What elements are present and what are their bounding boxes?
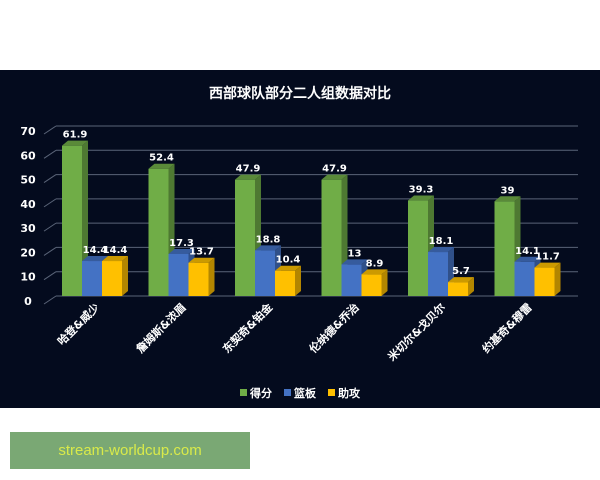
bar-篮板 — [514, 261, 535, 296]
data-label: 8.9 — [366, 258, 384, 269]
y-tick-label: 60 — [20, 149, 36, 162]
bar-篮板 — [255, 250, 275, 296]
bar-side — [122, 256, 128, 296]
bar-得分 — [408, 200, 428, 296]
gridline-diagonal — [43, 149, 57, 159]
bar-助攻 — [188, 262, 209, 296]
legend-swatch — [328, 389, 335, 396]
bar-top — [408, 195, 434, 201]
data-label: 47.9 — [236, 164, 261, 175]
data-label: 5.7 — [452, 266, 470, 277]
bar-side — [295, 265, 301, 296]
bar-助攻 — [361, 274, 382, 296]
bar-篮板 — [428, 252, 448, 296]
bar-得分 — [235, 179, 255, 296]
y-tick-label: 50 — [20, 174, 36, 187]
gridline-diagonal — [43, 174, 57, 183]
gridline-diagonal — [43, 125, 57, 135]
x-tick-label: 米切尔&戈贝尔 — [384, 300, 448, 364]
bar-助攻 — [448, 282, 468, 296]
bar-top — [148, 163, 175, 169]
x-tick-label: 东契奇&铂金 — [220, 300, 276, 356]
x-tick-label: 伦纳德&乔治 — [306, 300, 362, 356]
y-tick-label: 30 — [20, 222, 36, 235]
bar-top — [235, 174, 261, 180]
bar-top — [255, 245, 281, 251]
bar-top — [361, 269, 388, 275]
gridline-diagonal — [43, 247, 57, 256]
bar-top — [102, 256, 128, 262]
bar-篮板 — [168, 253, 189, 296]
bar-side — [208, 257, 215, 296]
bar-篮板 — [341, 264, 362, 296]
data-label: 18.8 — [256, 234, 281, 245]
bar-side — [381, 269, 388, 296]
data-label: 10.4 — [276, 255, 301, 266]
y-tick-label: 20 — [20, 246, 36, 259]
bar-top — [428, 247, 454, 253]
gridline-diagonal — [43, 222, 57, 232]
y-tick-label: 70 — [20, 125, 36, 138]
data-label: 39.3 — [409, 185, 434, 196]
bar-top — [275, 265, 301, 271]
y-tick-label: 0 — [24, 295, 32, 308]
bar-得分 — [494, 201, 515, 296]
data-label: 11.7 — [535, 252, 560, 263]
watermark: stream-worldcup.com — [10, 432, 250, 469]
data-label: 13.7 — [189, 247, 214, 258]
legend-label: 得分 — [249, 386, 272, 400]
bar-top — [62, 140, 88, 146]
legend-swatch — [284, 389, 291, 396]
x-tick-label: 约基奇&穆雷 — [479, 300, 535, 356]
bar-top — [168, 248, 195, 254]
data-label: 47.9 — [322, 164, 347, 175]
data-label: 39 — [501, 185, 515, 196]
y-tick-label: 40 — [20, 198, 36, 211]
bar-助攻 — [102, 261, 122, 296]
bar-top — [321, 174, 348, 180]
data-label: 52.4 — [149, 153, 174, 164]
x-tick-label: 哈登&威少 — [54, 300, 102, 348]
bar-top — [188, 257, 215, 263]
legend-label: 篮板 — [293, 386, 317, 400]
bar-top — [534, 262, 561, 268]
data-label: 14.1 — [515, 246, 540, 257]
bar-top — [514, 256, 541, 262]
chart-title: 西部球队部分二人组数据对比 — [209, 85, 391, 102]
data-label: 61.9 — [63, 130, 88, 141]
bar-top — [341, 259, 368, 265]
data-label: 14.4 — [83, 245, 108, 256]
data-label: 17.3 — [169, 238, 194, 249]
bar-side — [82, 140, 88, 296]
bar-top — [82, 256, 108, 262]
gridline-diagonal — [43, 295, 57, 305]
gridline-diagonal — [43, 198, 57, 208]
data-label: 18.1 — [429, 236, 454, 247]
legend-label: 助攻 — [338, 386, 361, 400]
bar-得分 — [321, 179, 342, 296]
bar-side — [554, 262, 561, 296]
bar-得分 — [62, 145, 82, 296]
bar-助攻 — [534, 267, 555, 296]
bar-top — [448, 277, 474, 283]
x-tick-label: 詹姆斯&浓眉 — [133, 300, 189, 356]
legend-swatch — [240, 389, 247, 396]
bar-side — [468, 277, 474, 296]
bar-助攻 — [275, 270, 295, 296]
y-tick-label: 10 — [20, 271, 36, 284]
gridline-diagonal — [43, 271, 57, 281]
bar-top — [494, 196, 521, 202]
data-label: 13 — [348, 248, 362, 259]
bar-篮板 — [82, 261, 102, 296]
bar-得分 — [148, 168, 169, 296]
data-label: 14.4 — [103, 245, 128, 256]
